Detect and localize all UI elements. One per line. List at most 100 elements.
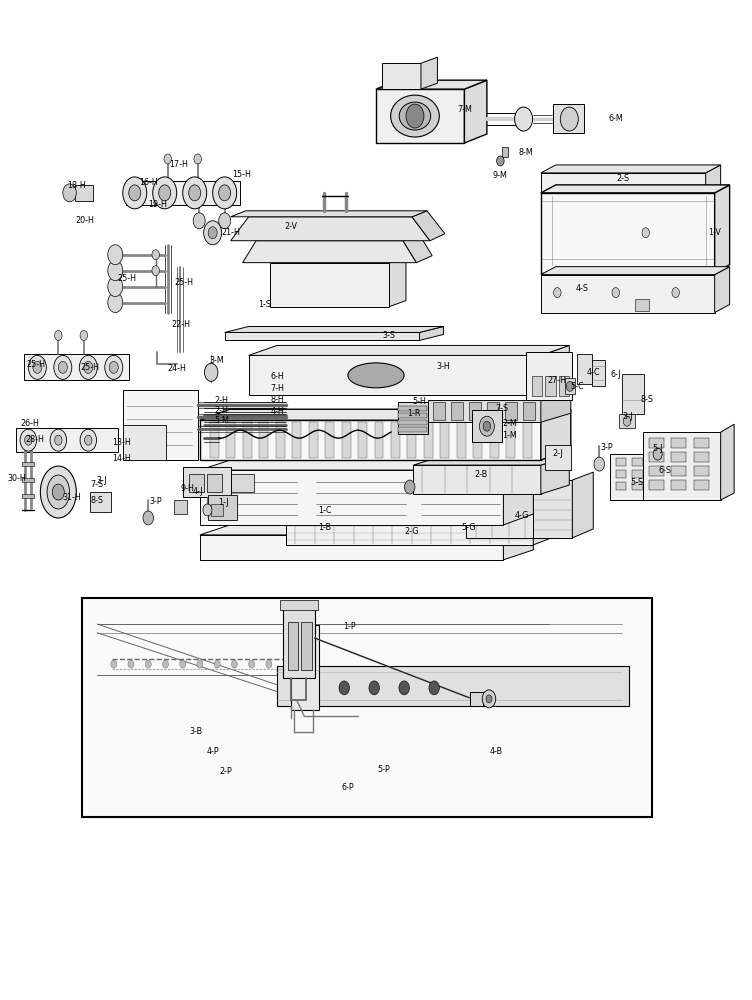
Circle shape <box>164 154 171 164</box>
Circle shape <box>80 429 96 451</box>
Circle shape <box>483 421 490 431</box>
Text: 5-G: 5-G <box>462 523 476 532</box>
Text: 18-H: 18-H <box>67 181 86 190</box>
Polygon shape <box>225 326 444 332</box>
Circle shape <box>514 107 532 131</box>
Bar <box>565 378 575 394</box>
Polygon shape <box>714 267 729 313</box>
Circle shape <box>204 221 222 245</box>
Circle shape <box>399 681 409 695</box>
Polygon shape <box>358 422 367 458</box>
Text: 8-H: 8-H <box>270 395 284 404</box>
Polygon shape <box>200 420 541 460</box>
Text: 3-M: 3-M <box>209 356 224 365</box>
Polygon shape <box>592 360 605 386</box>
Bar <box>693 466 708 476</box>
Polygon shape <box>474 422 482 458</box>
Bar <box>208 495 237 520</box>
Circle shape <box>197 660 203 668</box>
Bar <box>672 438 686 448</box>
Polygon shape <box>408 422 417 458</box>
Bar <box>487 402 499 420</box>
Circle shape <box>232 660 238 668</box>
Bar <box>649 438 664 448</box>
Bar <box>205 474 254 492</box>
Text: 5-M: 5-M <box>214 416 229 425</box>
Text: 26-H: 26-H <box>20 419 39 428</box>
Text: 3-J: 3-J <box>96 476 107 485</box>
Polygon shape <box>420 326 444 340</box>
Polygon shape <box>382 63 421 89</box>
Polygon shape <box>526 352 572 400</box>
Bar <box>616 458 626 466</box>
Circle shape <box>208 227 217 239</box>
Polygon shape <box>277 666 629 706</box>
Bar <box>523 402 535 420</box>
Circle shape <box>213 177 237 209</box>
Circle shape <box>79 355 97 379</box>
Text: 6-J: 6-J <box>611 370 621 379</box>
Polygon shape <box>200 525 533 535</box>
Text: 6-M: 6-M <box>608 114 623 123</box>
Polygon shape <box>259 422 268 458</box>
Polygon shape <box>414 465 541 494</box>
Bar <box>649 452 664 462</box>
Polygon shape <box>503 460 533 525</box>
Circle shape <box>63 184 76 202</box>
Circle shape <box>193 213 205 229</box>
Text: 5-P: 5-P <box>377 765 390 774</box>
Ellipse shape <box>47 475 70 509</box>
Polygon shape <box>506 422 515 458</box>
Text: 2-P: 2-P <box>220 767 232 776</box>
Circle shape <box>249 660 255 668</box>
Circle shape <box>80 330 87 340</box>
Bar <box>433 402 445 420</box>
Circle shape <box>29 355 47 379</box>
Circle shape <box>159 185 171 201</box>
Bar <box>123 425 166 460</box>
Text: 24-H: 24-H <box>167 364 186 373</box>
Bar <box>616 470 626 478</box>
Text: 6-S: 6-S <box>659 466 672 475</box>
Text: 9-H: 9-H <box>180 484 194 493</box>
Bar <box>559 376 569 396</box>
Bar <box>89 492 111 512</box>
Bar <box>399 427 427 432</box>
Polygon shape <box>541 345 569 395</box>
Circle shape <box>55 435 62 445</box>
Circle shape <box>54 355 71 379</box>
Bar <box>469 692 483 706</box>
Text: 4-G: 4-G <box>514 511 529 520</box>
Circle shape <box>214 660 220 668</box>
Text: 16-H: 16-H <box>139 178 158 187</box>
Bar <box>301 622 311 670</box>
Text: 25-H: 25-H <box>80 363 99 372</box>
Text: 1-B: 1-B <box>319 523 332 532</box>
Polygon shape <box>572 472 593 538</box>
Circle shape <box>128 660 134 668</box>
Polygon shape <box>541 173 705 193</box>
Bar <box>469 402 481 420</box>
Polygon shape <box>17 428 117 452</box>
Bar <box>183 467 231 497</box>
Text: 3-P: 3-P <box>600 443 613 452</box>
Text: 8-M: 8-M <box>518 148 533 157</box>
Circle shape <box>108 245 123 265</box>
Text: 5-J: 5-J <box>652 444 663 453</box>
Polygon shape <box>503 525 533 560</box>
Text: 25-H: 25-H <box>174 278 193 287</box>
Bar <box>649 480 664 490</box>
Bar <box>23 494 35 498</box>
Polygon shape <box>231 217 430 241</box>
Bar <box>635 299 649 311</box>
Text: 4-B: 4-B <box>490 747 502 756</box>
Polygon shape <box>374 422 384 458</box>
Polygon shape <box>286 510 533 545</box>
Polygon shape <box>533 480 572 538</box>
Circle shape <box>152 266 159 276</box>
Bar <box>280 600 317 610</box>
Text: 8-S: 8-S <box>641 395 653 404</box>
Text: 2-B: 2-B <box>475 470 487 479</box>
Polygon shape <box>523 422 532 458</box>
Text: 4-C: 4-C <box>587 368 600 377</box>
